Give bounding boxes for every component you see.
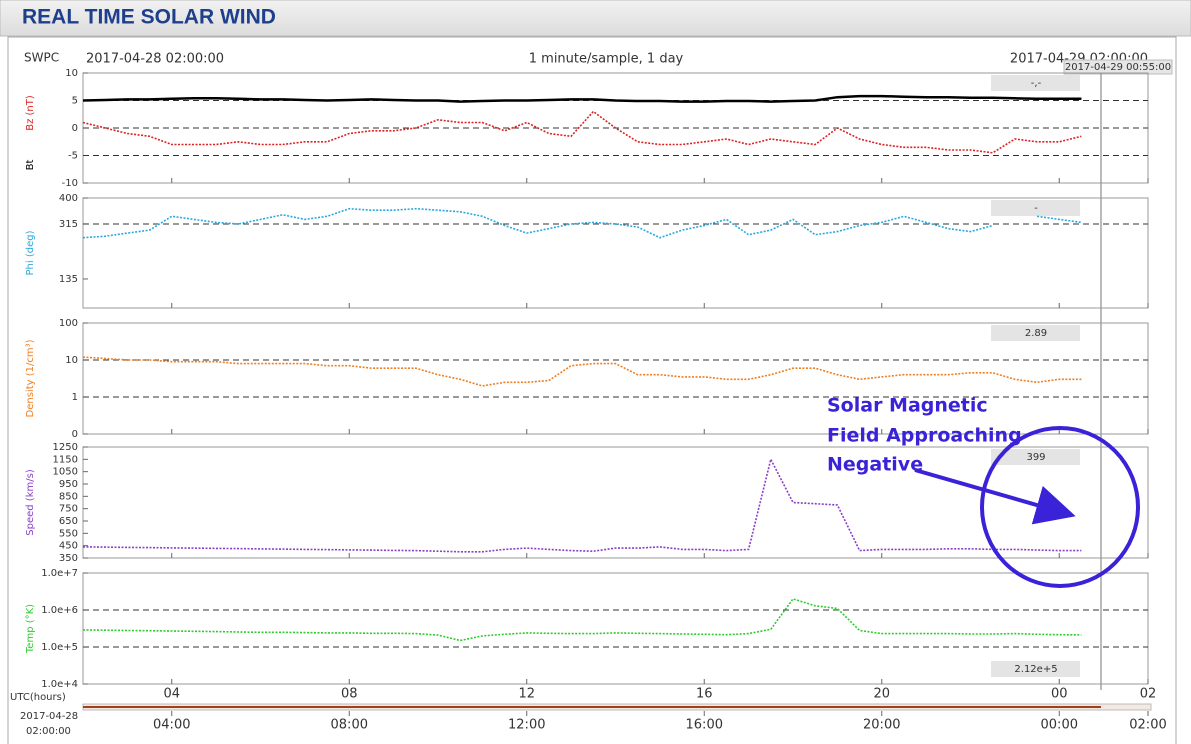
y-tick-label: 1250 <box>53 442 78 453</box>
readout-box <box>991 661 1080 677</box>
navigator-tick-label: 08:00 <box>331 718 368 733</box>
y-axis-label: Phi (deg) <box>25 230 36 275</box>
y-tick-label: 10 <box>65 68 78 79</box>
readout: 2.12e+5 <box>1014 664 1057 675</box>
x-axis-label: UTC(hours) <box>10 692 66 703</box>
y-tick-label: 1150 <box>53 454 78 465</box>
y-axis-label: Temp (°K) <box>25 604 36 654</box>
series-line <box>82 110 1082 154</box>
y-tick-label: 1.0e+5 <box>41 642 78 653</box>
y-tick-label: 550 <box>59 528 78 539</box>
y-tick-label: 650 <box>59 516 78 527</box>
x-tick-label: 02 <box>1140 687 1157 702</box>
readout-box <box>991 449 1080 465</box>
navigator-tick-label: 02:00 <box>1129 718 1166 733</box>
y-tick-label: 1.0e+7 <box>41 568 78 579</box>
y-tick-label: 750 <box>59 504 78 515</box>
readout: -,- <box>1031 78 1042 89</box>
series-line <box>82 94 1082 103</box>
y-tick-label: 1 <box>72 392 78 403</box>
panel-frame <box>82 322 1149 435</box>
navigator-tick-label: 20:00 <box>863 718 900 733</box>
x-tick-label: 16 <box>696 687 713 702</box>
panel-frame <box>82 197 1149 309</box>
navigator-start-time: 02:00:00 <box>26 726 71 737</box>
navigator-tick-label: 12:00 <box>508 718 545 733</box>
panel-frame <box>82 446 1149 559</box>
navigator-tick-label: 04:00 <box>153 718 190 733</box>
start-time: 2017-04-28 02:00:00 <box>86 52 224 67</box>
annotation-line: Field Approaching <box>827 425 1022 447</box>
y-tick-label: 350 <box>59 553 78 564</box>
y-axis-label: Speed (km/s) <box>25 469 36 536</box>
cursor-time: 2017-04-29 00:55:00 <box>1065 62 1171 73</box>
series-line <box>82 207 1082 239</box>
y-tick-label: 5 <box>72 96 78 107</box>
y-tick-label: 315 <box>59 219 78 230</box>
readout-box <box>991 200 1080 216</box>
y-tick-label: 135 <box>59 274 78 285</box>
y-tick-label: 0 <box>72 123 78 134</box>
resolution: 1 minute/sample, 1 day <box>529 52 684 67</box>
y-tick-label: 0 <box>72 429 78 440</box>
y-tick-label: 400 <box>59 193 78 204</box>
chart-frame <box>7 36 1177 744</box>
readout: - <box>1034 203 1038 214</box>
page-title: REAL TIME SOLAR WIND <box>22 6 276 29</box>
header-bar <box>0 0 1191 37</box>
y-axis-label: Bz (nT) <box>25 95 36 131</box>
x-tick-label: 08 <box>341 687 358 702</box>
readout: 2.89 <box>1025 328 1047 339</box>
readout-box <box>991 325 1080 341</box>
x-tick-label: 12 <box>518 687 535 702</box>
y-tick-label: 950 <box>59 479 78 490</box>
readout-box <box>991 75 1080 91</box>
annotation-line: Negative <box>827 454 923 476</box>
y-tick-label: 1.0e+4 <box>41 679 78 690</box>
series-line <box>82 597 1082 642</box>
panel-frame <box>82 572 1149 685</box>
x-tick-label: 04 <box>163 687 180 702</box>
y-tick-label: 850 <box>59 491 78 502</box>
y-axis-label: Density (1/cm³) <box>25 339 36 417</box>
source: SWPC <box>24 51 59 65</box>
readout: 399 <box>1026 452 1045 463</box>
y-tick-label: 1.0e+6 <box>41 605 78 616</box>
y-axis-label: Bt <box>25 160 36 171</box>
x-tick-label: 00 <box>1051 687 1068 702</box>
series-line <box>82 457 1082 553</box>
annotation: Solar Magnetic Field Approaching Negativ… <box>827 395 1140 588</box>
y-tick-label: 450 <box>59 541 78 552</box>
annotation-line: Solar Magnetic <box>827 395 988 417</box>
cursor-box <box>1063 59 1173 75</box>
y-tick-label: -10 <box>62 178 78 189</box>
y-tick-label: 10 <box>65 355 78 366</box>
navigator-tick-label: 00:00 <box>1041 718 1078 733</box>
y-tick-label: 1050 <box>53 467 78 478</box>
navigator-start-date: 2017-04-28 <box>20 711 78 722</box>
annotation-circle <box>980 426 1140 588</box>
y-tick-label: 100 <box>59 318 78 329</box>
annotation-arrow <box>914 468 1076 525</box>
y-tick-label: -5 <box>68 151 78 162</box>
navigator-tick-label: 16:00 <box>686 718 723 733</box>
x-tick-label: 20 <box>873 687 890 702</box>
